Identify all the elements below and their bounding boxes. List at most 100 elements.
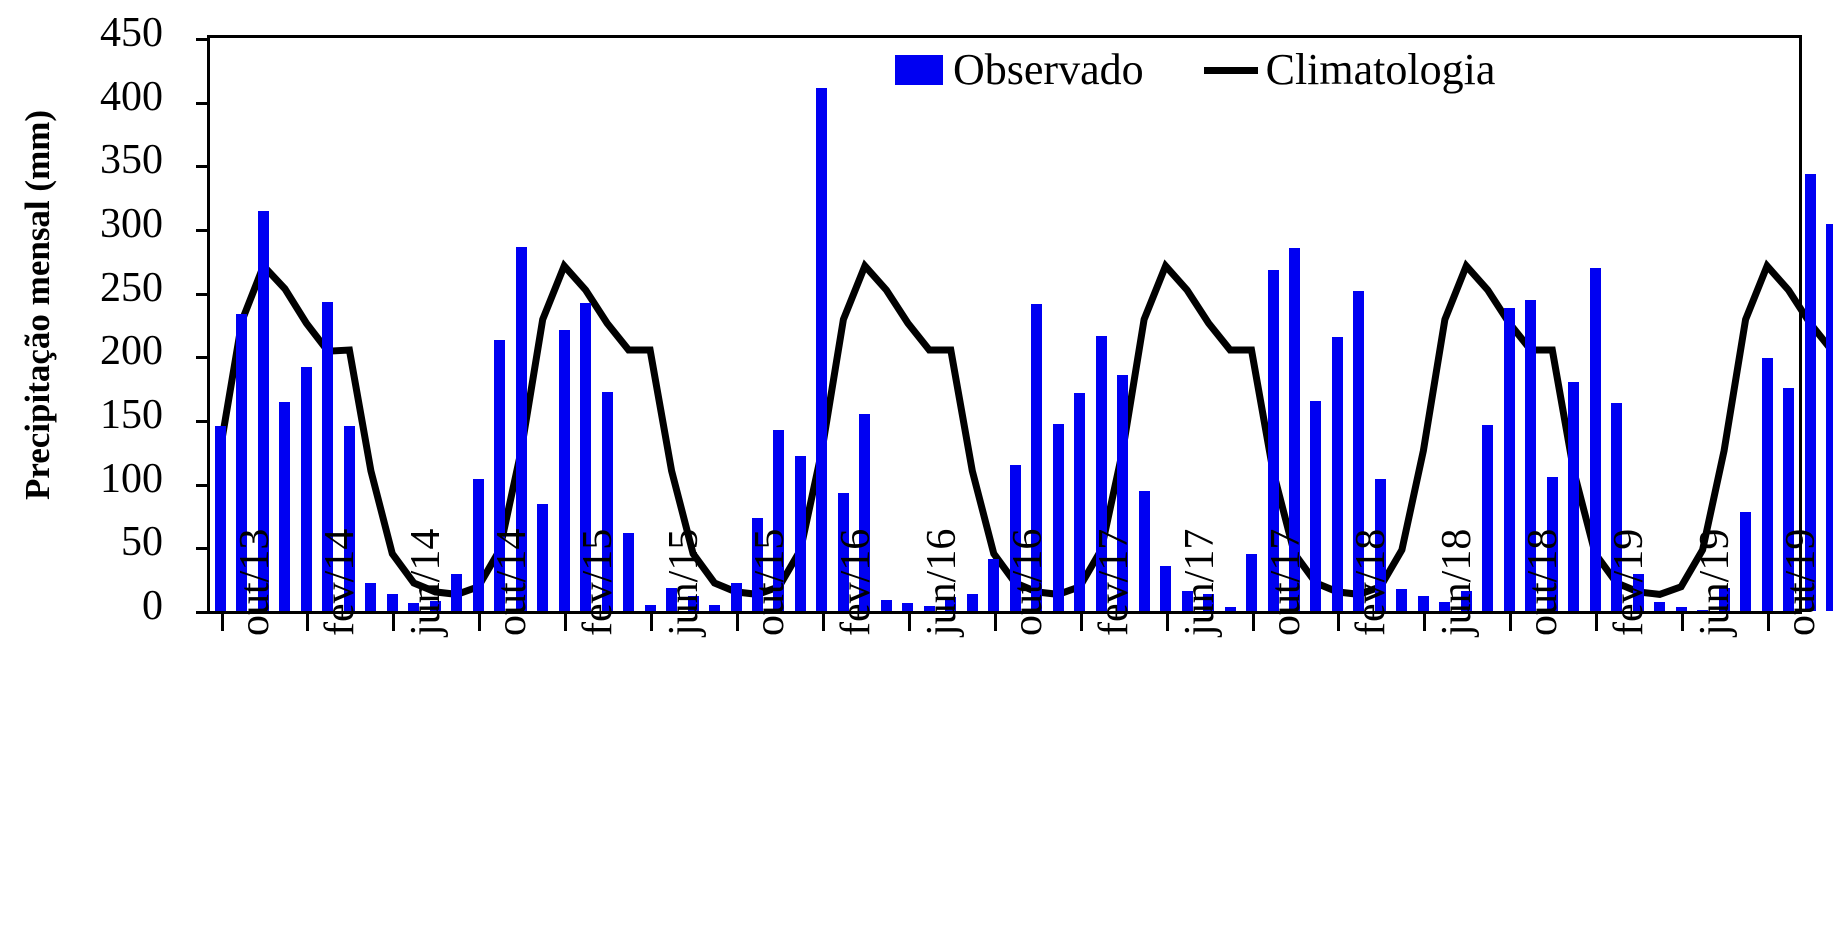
x-tick-label: out/18 xyxy=(1520,528,1567,636)
bar xyxy=(472,478,484,611)
bar xyxy=(1095,335,1107,611)
x-tick-mark xyxy=(1767,611,1771,631)
bar xyxy=(923,605,935,611)
x-tick-mark xyxy=(564,611,568,631)
legend: Observado Climatologia xyxy=(895,48,1495,92)
bar xyxy=(1417,595,1429,611)
x-tick-label: out/13 xyxy=(231,528,278,636)
bar xyxy=(1396,589,1408,611)
x-tick-label: fev/19 xyxy=(1606,528,1653,636)
bar xyxy=(1804,174,1816,611)
y-tick-mark xyxy=(196,356,210,360)
bar xyxy=(623,533,635,611)
x-tick-mark xyxy=(392,611,396,631)
climatology-line xyxy=(217,259,1833,598)
y-tick-label: 350 xyxy=(100,137,163,184)
bar xyxy=(709,604,721,611)
bar xyxy=(343,426,355,611)
x-tick-mark xyxy=(1423,611,1427,631)
bar xyxy=(816,87,828,611)
x-tick-label: jun/14 xyxy=(403,528,450,636)
y-tick-label: 200 xyxy=(100,328,163,375)
bar xyxy=(1783,388,1795,611)
bar xyxy=(1160,566,1172,611)
y-tick-label: 250 xyxy=(100,264,163,311)
bar xyxy=(1503,307,1515,611)
y-tick-label: 150 xyxy=(100,392,163,438)
bar xyxy=(1546,477,1558,611)
bar xyxy=(1826,223,1833,611)
bar xyxy=(1267,269,1279,611)
y-tick-label: 300 xyxy=(100,201,163,247)
y-tick-mark xyxy=(196,165,210,169)
y-tick-mark xyxy=(196,292,210,296)
legend-label-observado: Observado xyxy=(953,45,1144,94)
bar xyxy=(300,366,312,611)
bar xyxy=(279,402,291,611)
bar xyxy=(537,504,549,611)
bar xyxy=(558,329,570,611)
y-tick-label: 100 xyxy=(100,455,163,502)
bar xyxy=(1654,602,1666,611)
bar xyxy=(1138,491,1150,611)
observed-swatch-icon xyxy=(895,55,943,85)
x-tick-mark xyxy=(1509,611,1513,631)
x-tick-label: out/17 xyxy=(1262,528,1309,636)
plot-area xyxy=(196,35,1833,631)
legend-item-observado: Observado xyxy=(895,48,1144,92)
x-tick-label: jun/17 xyxy=(1176,528,1223,636)
bar xyxy=(666,588,678,611)
bar xyxy=(966,594,978,611)
bar xyxy=(365,583,377,611)
bar xyxy=(859,413,871,611)
x-tick-mark xyxy=(1251,611,1255,631)
bar xyxy=(752,518,763,611)
x-tick-label: out/15 xyxy=(747,528,794,636)
bar xyxy=(386,594,398,611)
bar xyxy=(1310,400,1322,611)
climatology-line-icon xyxy=(1203,66,1258,74)
bar xyxy=(1675,607,1687,611)
x-tick-mark xyxy=(736,611,740,631)
bar xyxy=(1482,425,1494,611)
x-tick-mark xyxy=(993,611,997,631)
bar xyxy=(515,246,527,611)
bar xyxy=(1697,609,1709,611)
bar xyxy=(1181,590,1193,611)
bar xyxy=(1246,553,1258,611)
x-tick-mark xyxy=(1337,611,1341,631)
bar xyxy=(580,302,592,611)
y-tick-label: 400 xyxy=(100,73,163,120)
bar xyxy=(494,339,506,611)
x-tick-mark xyxy=(1595,611,1599,631)
x-tick-label: fev/18 xyxy=(1348,528,1395,636)
legend-item-climatologia: Climatologia xyxy=(1203,48,1495,92)
bar xyxy=(687,595,699,611)
bar xyxy=(1568,381,1580,611)
bar xyxy=(1525,300,1537,611)
x-tick-mark xyxy=(907,611,911,631)
bar xyxy=(1353,291,1365,611)
bar xyxy=(644,604,656,611)
x-tick-mark xyxy=(220,611,224,631)
y-tick-label: 450 xyxy=(100,10,163,56)
x-tick-label: jun/19 xyxy=(1692,528,1739,636)
y-tick-mark xyxy=(196,547,210,551)
x-tick-label: out/16 xyxy=(1004,528,1051,636)
bar xyxy=(1224,607,1236,611)
bar xyxy=(1439,602,1451,611)
bar xyxy=(902,603,914,611)
x-tick-mark xyxy=(478,611,482,631)
bar xyxy=(215,426,226,611)
bar xyxy=(1761,357,1773,611)
bar xyxy=(429,600,441,611)
x-tick-label: jun/15 xyxy=(661,528,708,636)
bar xyxy=(1289,248,1300,611)
plot-inner xyxy=(196,38,1833,631)
x-tick-mark xyxy=(1079,611,1083,631)
bar xyxy=(1460,590,1472,611)
bar xyxy=(236,314,248,611)
x-tick-label: fev/17 xyxy=(1090,528,1137,636)
x-tick-mark xyxy=(1681,611,1685,631)
